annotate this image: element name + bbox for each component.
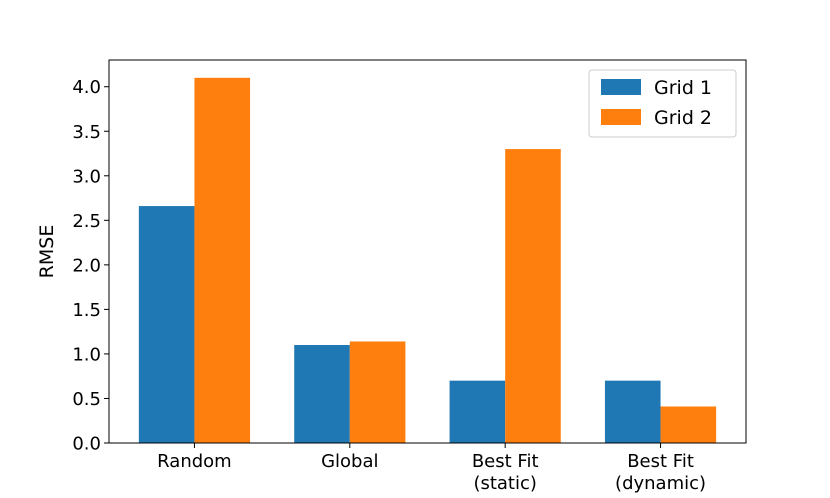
x-tick-label: Global: [321, 451, 378, 472]
bar-grid-1-2: [449, 380, 506, 443]
y-axis: 0.0 0.5 1.0 1.5 2.0 2.5 3.0 3.5 4.0: [72, 77, 109, 455]
bar-grid-2-2: [505, 149, 561, 443]
y-tick-label: 3.5: [72, 122, 101, 143]
bar-grid-2-0: [194, 77, 251, 443]
x-tick-label: Best Fit: [627, 451, 694, 472]
y-tick-label: 3.0: [72, 166, 101, 187]
legend-swatch: [601, 79, 641, 95]
bar-grid-1-0: [138, 206, 195, 443]
y-tick-label: 2.0: [72, 255, 101, 276]
y-tick-label: 4.0: [72, 77, 101, 98]
y-tick-label: 1.0: [72, 344, 101, 365]
bar-grid-2-3: [660, 406, 717, 443]
x-tick-label: (static): [473, 473, 536, 494]
legend-swatch: [601, 109, 641, 125]
bar-grid-1-3: [604, 380, 661, 443]
y-tick-label: 0.0: [72, 434, 101, 455]
bars-group: [138, 77, 717, 443]
x-tick-label: (dynamic): [615, 473, 706, 494]
x-tick-label: Random: [157, 451, 232, 472]
bar-grid-2-1: [349, 341, 406, 443]
y-tick-label: 2.5: [72, 211, 101, 232]
legend-label: Grid 2: [654, 107, 712, 129]
y-axis-label: RMSE: [36, 225, 58, 279]
y-tick-label: 1.5: [72, 300, 101, 321]
plot-frame: [108, 59, 747, 444]
legend-label: Grid 1: [654, 77, 712, 99]
x-axis: Random Global Best Fit(static)Best Fit(dyn…: [157, 443, 706, 494]
y-tick-label: 0.5: [72, 389, 101, 410]
x-tick-label: Best Fit: [472, 451, 539, 472]
legend: Grid 1 Grid 2: [588, 69, 737, 138]
bar-grid-1-1: [294, 345, 350, 443]
